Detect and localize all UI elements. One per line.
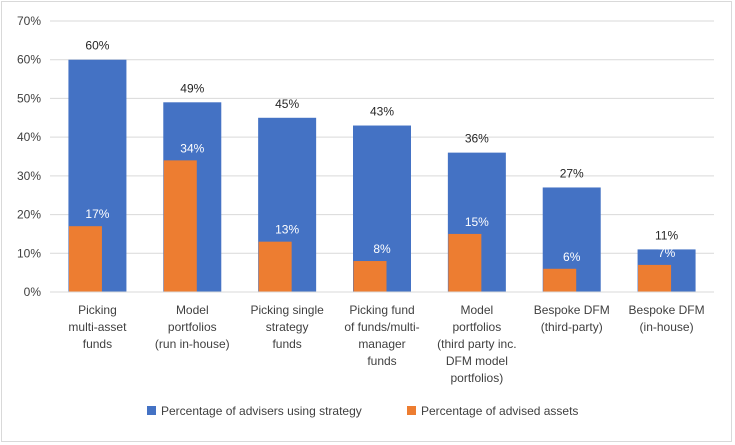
- x-category-label: portfolios): [451, 371, 504, 385]
- bar-advised-assets: [353, 261, 387, 292]
- x-category-label: multi-asset: [68, 320, 127, 334]
- bar-advised-assets: [163, 160, 197, 292]
- x-category-label: portfolios: [453, 320, 502, 334]
- x-category-label: Model: [176, 303, 209, 317]
- data-label-advisers: 49%: [180, 81, 204, 95]
- data-label-assets: 7%: [658, 246, 676, 260]
- x-category-label: of funds/multi-: [344, 320, 419, 334]
- y-tick-label: 10%: [17, 246, 41, 260]
- y-tick-label: 40%: [17, 130, 41, 144]
- data-label-advisers: 60%: [85, 39, 109, 53]
- data-label-advisers: 11%: [655, 228, 678, 242]
- bar-advised-assets: [448, 233, 482, 292]
- data-label-assets: 13%: [275, 223, 299, 237]
- x-category-label: funds: [367, 354, 396, 368]
- x-category-label: DFM model: [446, 354, 508, 368]
- x-category-label: (run in-house): [155, 337, 230, 351]
- data-label-assets: 34%: [180, 141, 204, 155]
- x-category-label: (in-house): [640, 320, 694, 334]
- y-tick-label: 70%: [17, 14, 41, 28]
- x-category-label: Model: [461, 303, 494, 317]
- bar-advised-assets: [638, 264, 672, 292]
- y-tick-label: 50%: [17, 91, 41, 105]
- legend-swatch-assets: [407, 406, 416, 415]
- x-category-label: (third party inc.: [437, 337, 516, 351]
- data-label-advisers: 36%: [465, 132, 489, 146]
- bar-advised-assets: [543, 268, 577, 292]
- data-label-advisers: 45%: [275, 97, 299, 111]
- y-tick-label: 20%: [17, 208, 41, 222]
- y-tick-label: 0%: [24, 285, 42, 299]
- bar-advised-assets: [258, 241, 292, 292]
- legend-label-advisers: Percentage of advisers using strategy: [161, 404, 362, 418]
- x-category-label: funds: [83, 337, 112, 351]
- y-tick-label: 60%: [17, 53, 41, 67]
- x-category-label: Picking fund: [349, 303, 414, 317]
- data-label-assets: 8%: [373, 242, 391, 256]
- data-label-assets: 15%: [465, 215, 489, 229]
- x-category-label: (third-party): [541, 320, 603, 334]
- data-label-advisers: 27%: [560, 166, 584, 180]
- data-label-assets: 6%: [563, 250, 581, 264]
- x-category-label: portfolios: [168, 320, 217, 334]
- data-label-assets: 17%: [85, 207, 109, 221]
- x-category-label: funds: [272, 337, 301, 351]
- x-category-label: Bespoke DFM: [629, 303, 705, 317]
- x-category-label: strategy: [266, 320, 309, 334]
- x-category-label: Picking single: [250, 303, 324, 317]
- bar-advised-assets: [68, 226, 102, 292]
- data-label-advisers: 43%: [370, 105, 394, 119]
- legend-swatch-advisers: [147, 406, 156, 415]
- x-category-label: Bespoke DFM: [534, 303, 610, 317]
- y-tick-label: 30%: [17, 169, 41, 183]
- x-category-label: Picking: [78, 303, 117, 317]
- x-category-label: manager: [358, 337, 405, 351]
- legend-label-assets: Percentage of advised assets: [421, 404, 578, 418]
